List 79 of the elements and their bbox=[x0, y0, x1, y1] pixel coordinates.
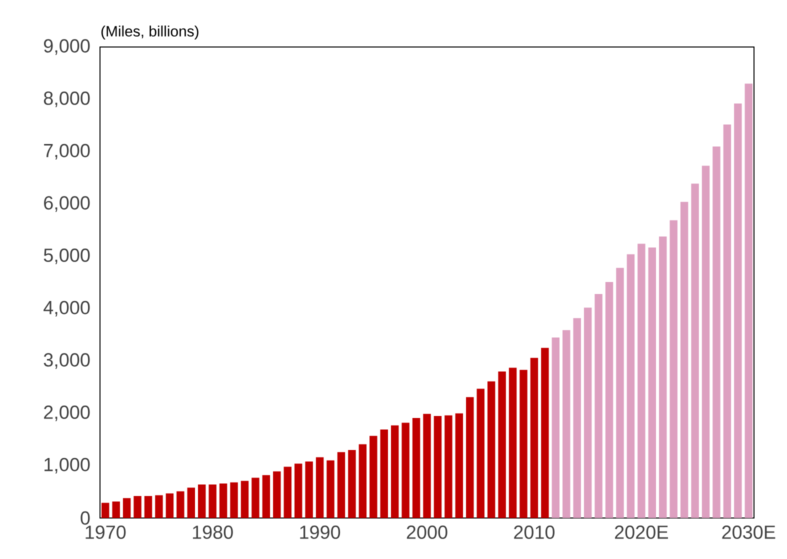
y-tick-label: 0 bbox=[80, 511, 90, 525]
bar bbox=[155, 495, 163, 518]
bar bbox=[734, 104, 742, 518]
y-tick-label: 2,000 bbox=[44, 406, 90, 422]
bar bbox=[659, 236, 667, 518]
bar bbox=[702, 166, 710, 518]
bar bbox=[326, 460, 334, 518]
x-tick-label: 2030E bbox=[722, 526, 776, 539]
bar bbox=[423, 414, 431, 518]
bar bbox=[305, 461, 313, 518]
y-tick-label: 3,000 bbox=[44, 353, 90, 369]
bar bbox=[573, 318, 581, 518]
bar bbox=[294, 464, 302, 518]
y-tick-label: 6,000 bbox=[44, 196, 90, 212]
x-tick-label: 1990 bbox=[300, 526, 340, 539]
x-tick-label: 1970 bbox=[86, 526, 126, 539]
bar bbox=[144, 496, 152, 518]
bar bbox=[358, 444, 367, 518]
y-tick-label: 7,000 bbox=[44, 144, 90, 160]
bar bbox=[390, 425, 399, 518]
bar bbox=[262, 475, 270, 518]
bar bbox=[102, 502, 110, 518]
bar bbox=[434, 416, 442, 518]
bar bbox=[284, 466, 292, 518]
bar bbox=[112, 502, 120, 518]
bar bbox=[273, 471, 281, 518]
bar bbox=[605, 282, 614, 518]
bar bbox=[476, 388, 484, 518]
bar bbox=[670, 220, 678, 518]
bar bbox=[552, 337, 560, 518]
bar bbox=[412, 418, 420, 518]
bar bbox=[380, 430, 388, 518]
bar bbox=[562, 330, 570, 518]
bar bbox=[337, 452, 346, 518]
bar bbox=[252, 478, 260, 518]
bar bbox=[723, 124, 732, 518]
y-tick-label: 9,000 bbox=[44, 39, 90, 55]
bar bbox=[198, 484, 206, 518]
bar bbox=[584, 308, 592, 518]
bar bbox=[626, 254, 635, 518]
y-tick-label: 4,000 bbox=[44, 300, 90, 316]
bar bbox=[648, 247, 656, 518]
x-tick-label: 2020E bbox=[615, 526, 668, 539]
bar bbox=[176, 491, 184, 518]
bar bbox=[187, 488, 195, 518]
bar bbox=[370, 436, 378, 518]
bar bbox=[166, 493, 174, 518]
bar bbox=[691, 184, 699, 518]
bar bbox=[520, 370, 528, 518]
bar bbox=[134, 496, 142, 518]
bar bbox=[594, 294, 602, 518]
bar bbox=[744, 84, 752, 518]
y-axis-title: (Miles, billions) bbox=[101, 26, 198, 40]
y-tick-label: 5,000 bbox=[44, 248, 90, 264]
bar bbox=[348, 450, 356, 518]
bar bbox=[680, 202, 688, 518]
bar bbox=[219, 483, 228, 518]
bar bbox=[466, 397, 474, 518]
bar bbox=[498, 371, 506, 518]
bar bbox=[638, 244, 646, 518]
x-tick-label: 2010 bbox=[514, 526, 555, 539]
bar bbox=[240, 480, 249, 518]
bar bbox=[616, 268, 624, 518]
y-tick-label: 1,000 bbox=[44, 458, 90, 474]
y-tick-label: 8,000 bbox=[44, 92, 90, 108]
bar bbox=[541, 348, 549, 518]
bar bbox=[455, 413, 464, 518]
bar bbox=[444, 415, 452, 518]
bar bbox=[230, 482, 238, 518]
bar bbox=[508, 368, 517, 518]
bar bbox=[712, 146, 720, 518]
bar bbox=[530, 358, 538, 518]
bar bbox=[487, 381, 496, 518]
x-tick-label: 1980 bbox=[192, 526, 233, 539]
bar bbox=[402, 422, 410, 518]
x-tick-label: 2000 bbox=[406, 526, 448, 539]
bar bbox=[208, 484, 216, 518]
bar bbox=[122, 498, 131, 518]
bar bbox=[316, 457, 324, 518]
